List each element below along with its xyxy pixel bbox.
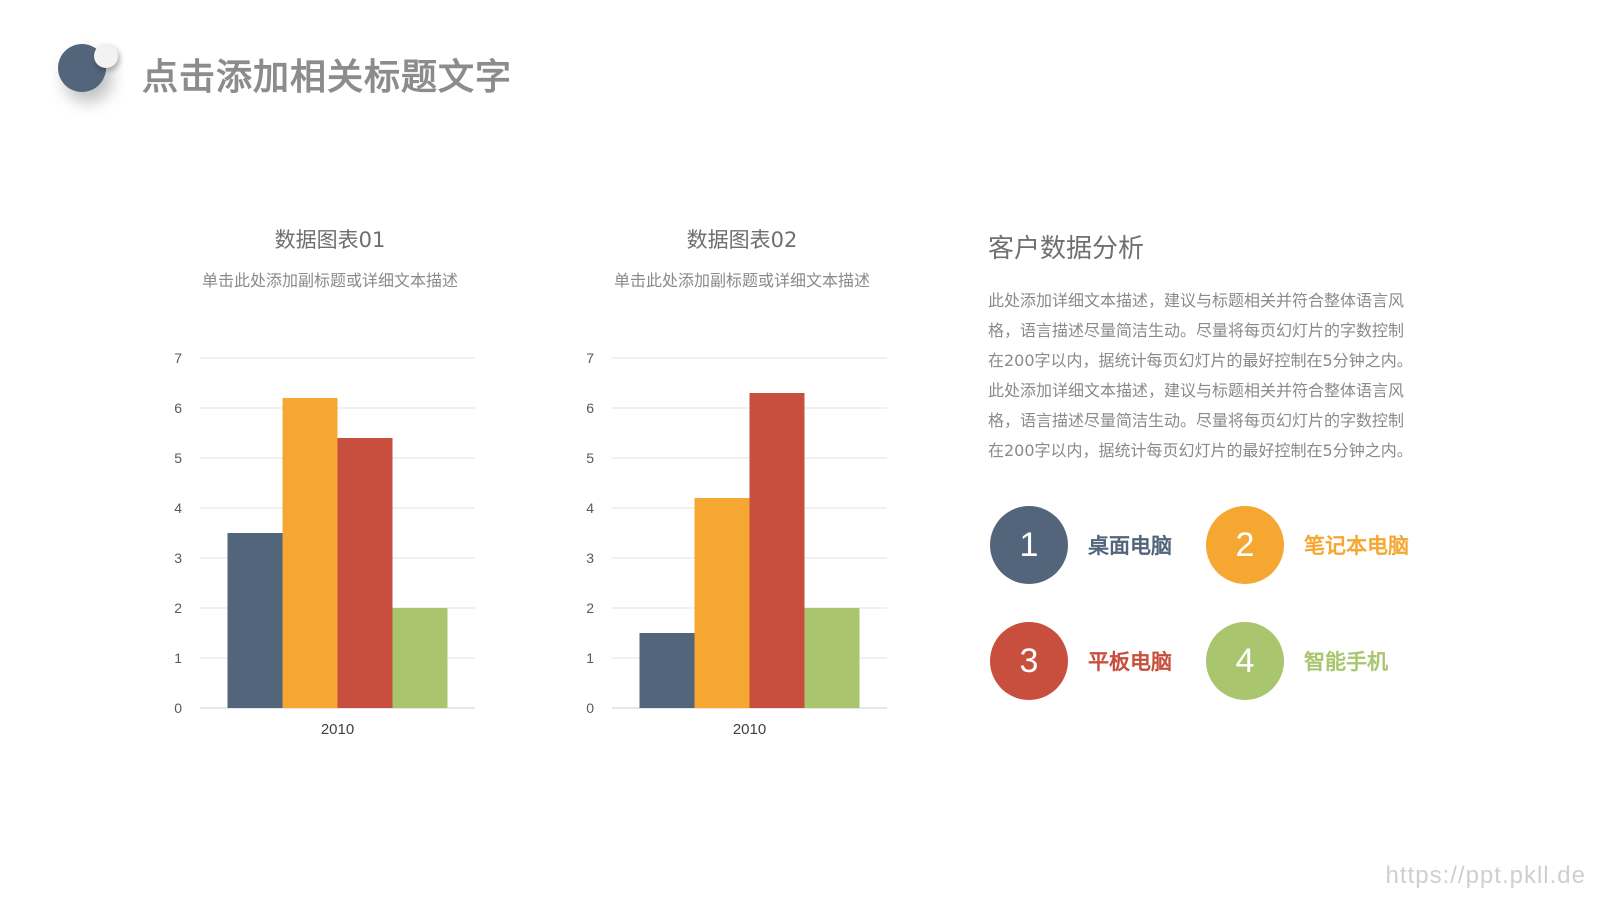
legend-number-circle: 2	[1206, 506, 1284, 584]
chart-2-title: 数据图表02	[686, 228, 798, 252]
panel-line: 格，语言描述尽量简洁生动。尽量将每页幻灯片的字数控制	[988, 321, 1405, 340]
y-tick-label: 3	[174, 550, 182, 566]
bar-chart-1: 0 1 2 3 4 5 6 7 2010	[174, 350, 475, 738]
chart-1-subtitle: 单击此处添加副标题或详细文本描述	[201, 271, 458, 290]
legend-number-circle: 1	[990, 506, 1068, 584]
y-tick-label: 2	[586, 600, 594, 616]
page-title: 点击添加相关标题文字	[142, 57, 513, 98]
panel-line: 在200字以内，据统计每页幻灯片的最好控制在5分钟之内。	[988, 441, 1413, 460]
x-tick-label: 2010	[321, 721, 354, 738]
panel-heading: 客户数据分析	[988, 234, 1145, 264]
legend-label: 平板电脑	[1088, 650, 1172, 674]
x-tick-label: 2010	[733, 721, 766, 738]
y-tick-label: 6	[586, 400, 594, 416]
bar	[639, 633, 695, 708]
y-tick-label: 2	[174, 600, 182, 616]
bar	[749, 393, 805, 708]
bar	[392, 608, 448, 708]
legend-item-tablet: 3 平板电脑	[990, 622, 1210, 700]
panel-line: 在200字以内，据统计每页幻灯片的最好控制在5分钟之内。	[988, 351, 1413, 370]
y-tick-label: 5	[586, 450, 594, 466]
watermark: https://ppt.pkll.de	[1385, 862, 1586, 889]
y-tick-label: 0	[586, 700, 594, 716]
bar	[282, 398, 338, 708]
y-tick-label: 4	[586, 500, 594, 516]
y-tick-label: 6	[174, 400, 182, 416]
legend-label: 桌面电脑	[1088, 534, 1172, 558]
y-tick-label: 3	[586, 550, 594, 566]
bar-chart-2: 0 1 2 3 4 5 6 7 2010	[586, 350, 887, 738]
panel-line: 此处添加详细文本描述，建议与标题相关并符合整体语言风	[988, 291, 1405, 310]
bar	[337, 438, 393, 708]
chart-2-subtitle: 单击此处添加副标题或详细文本描述	[613, 271, 870, 290]
logo	[56, 42, 136, 112]
legend-item-desktop: 1 桌面电脑	[990, 506, 1210, 584]
bar	[227, 533, 283, 708]
legend-number-circle: 4	[1206, 622, 1284, 700]
y-tick-label: 4	[174, 500, 182, 516]
bar	[694, 498, 750, 708]
y-tick-label: 1	[174, 650, 182, 666]
legend-number-circle: 3	[990, 622, 1068, 700]
logo-small-circle	[94, 44, 118, 68]
y-tick-label: 1	[586, 650, 594, 666]
y-tick-label: 7	[586, 350, 594, 366]
y-tick-label: 5	[174, 450, 182, 466]
bar	[804, 608, 860, 708]
legend-label: 智能手机	[1304, 650, 1388, 674]
legend-label: 笔记本电脑	[1304, 534, 1409, 558]
chart-1-title: 数据图表01	[274, 228, 386, 252]
y-tick-label: 7	[174, 350, 182, 366]
panel-line: 格，语言描述尽量简洁生动。尽量将每页幻灯片的字数控制	[988, 411, 1405, 430]
y-tick-label: 0	[174, 700, 182, 716]
panel-description: 此处添加详细文本描述，建议与标题相关并符合整体语言风 格，语言描述尽量简洁生动。…	[988, 286, 1428, 466]
legend-item-phone: 4 智能手机	[1206, 622, 1426, 700]
legend-item-laptop: 2 笔记本电脑	[1206, 506, 1426, 584]
panel-line: 此处添加详细文本描述，建议与标题相关并符合整体语言风	[988, 381, 1405, 400]
